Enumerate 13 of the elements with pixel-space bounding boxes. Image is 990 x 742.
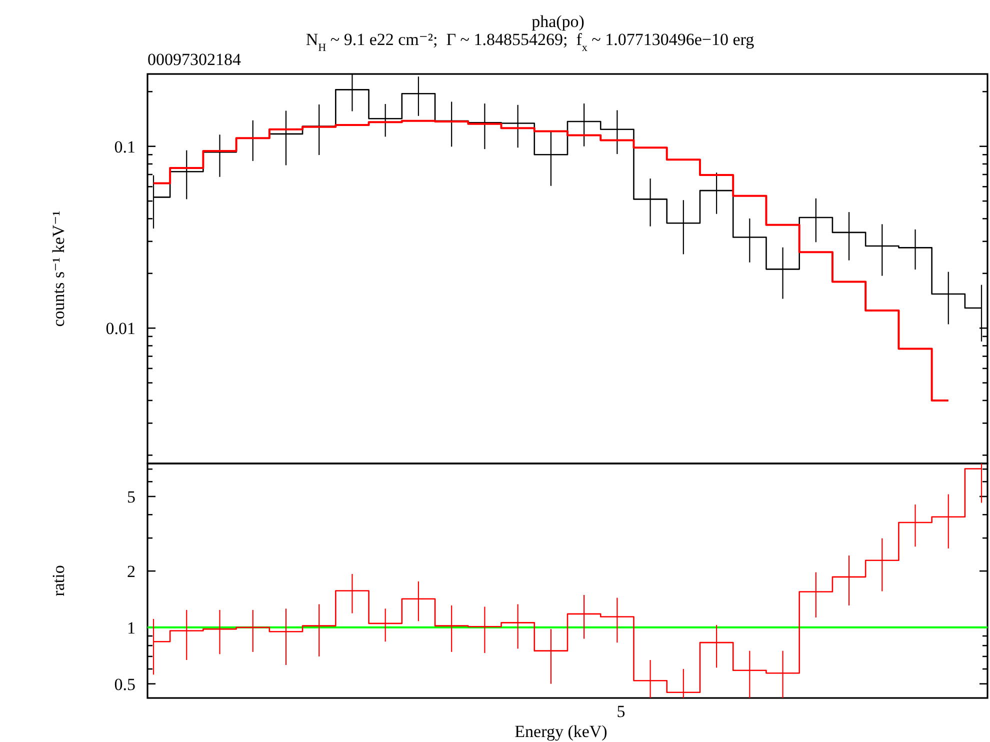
y-tick-label: 0.5 [114, 674, 136, 694]
text: 5 [616, 702, 626, 721]
x-axis-title: Energy (keV) [514, 722, 608, 741]
text: 00097302184 [148, 50, 242, 69]
y-axis-title: counts s⁻¹ keV⁻¹ [49, 210, 68, 327]
y-axis-title: ratio [49, 565, 68, 596]
y-tick-label: 5 [127, 487, 136, 506]
chart-title: pha(po) [532, 12, 584, 31]
y-tick-label: 1 [127, 618, 136, 638]
y-tick-label: 2 [127, 562, 136, 581]
chart-subtitle: N$_{H}$ ~ 9.1 e22 cm⁻²; Γ ~ 1.848554269; f$_{x}$ ~ 1.077130496e−10 erg [306, 30, 755, 54]
y-tick-label: 0.01 [106, 319, 136, 338]
y-tick-label: 0.1 [114, 137, 136, 156]
